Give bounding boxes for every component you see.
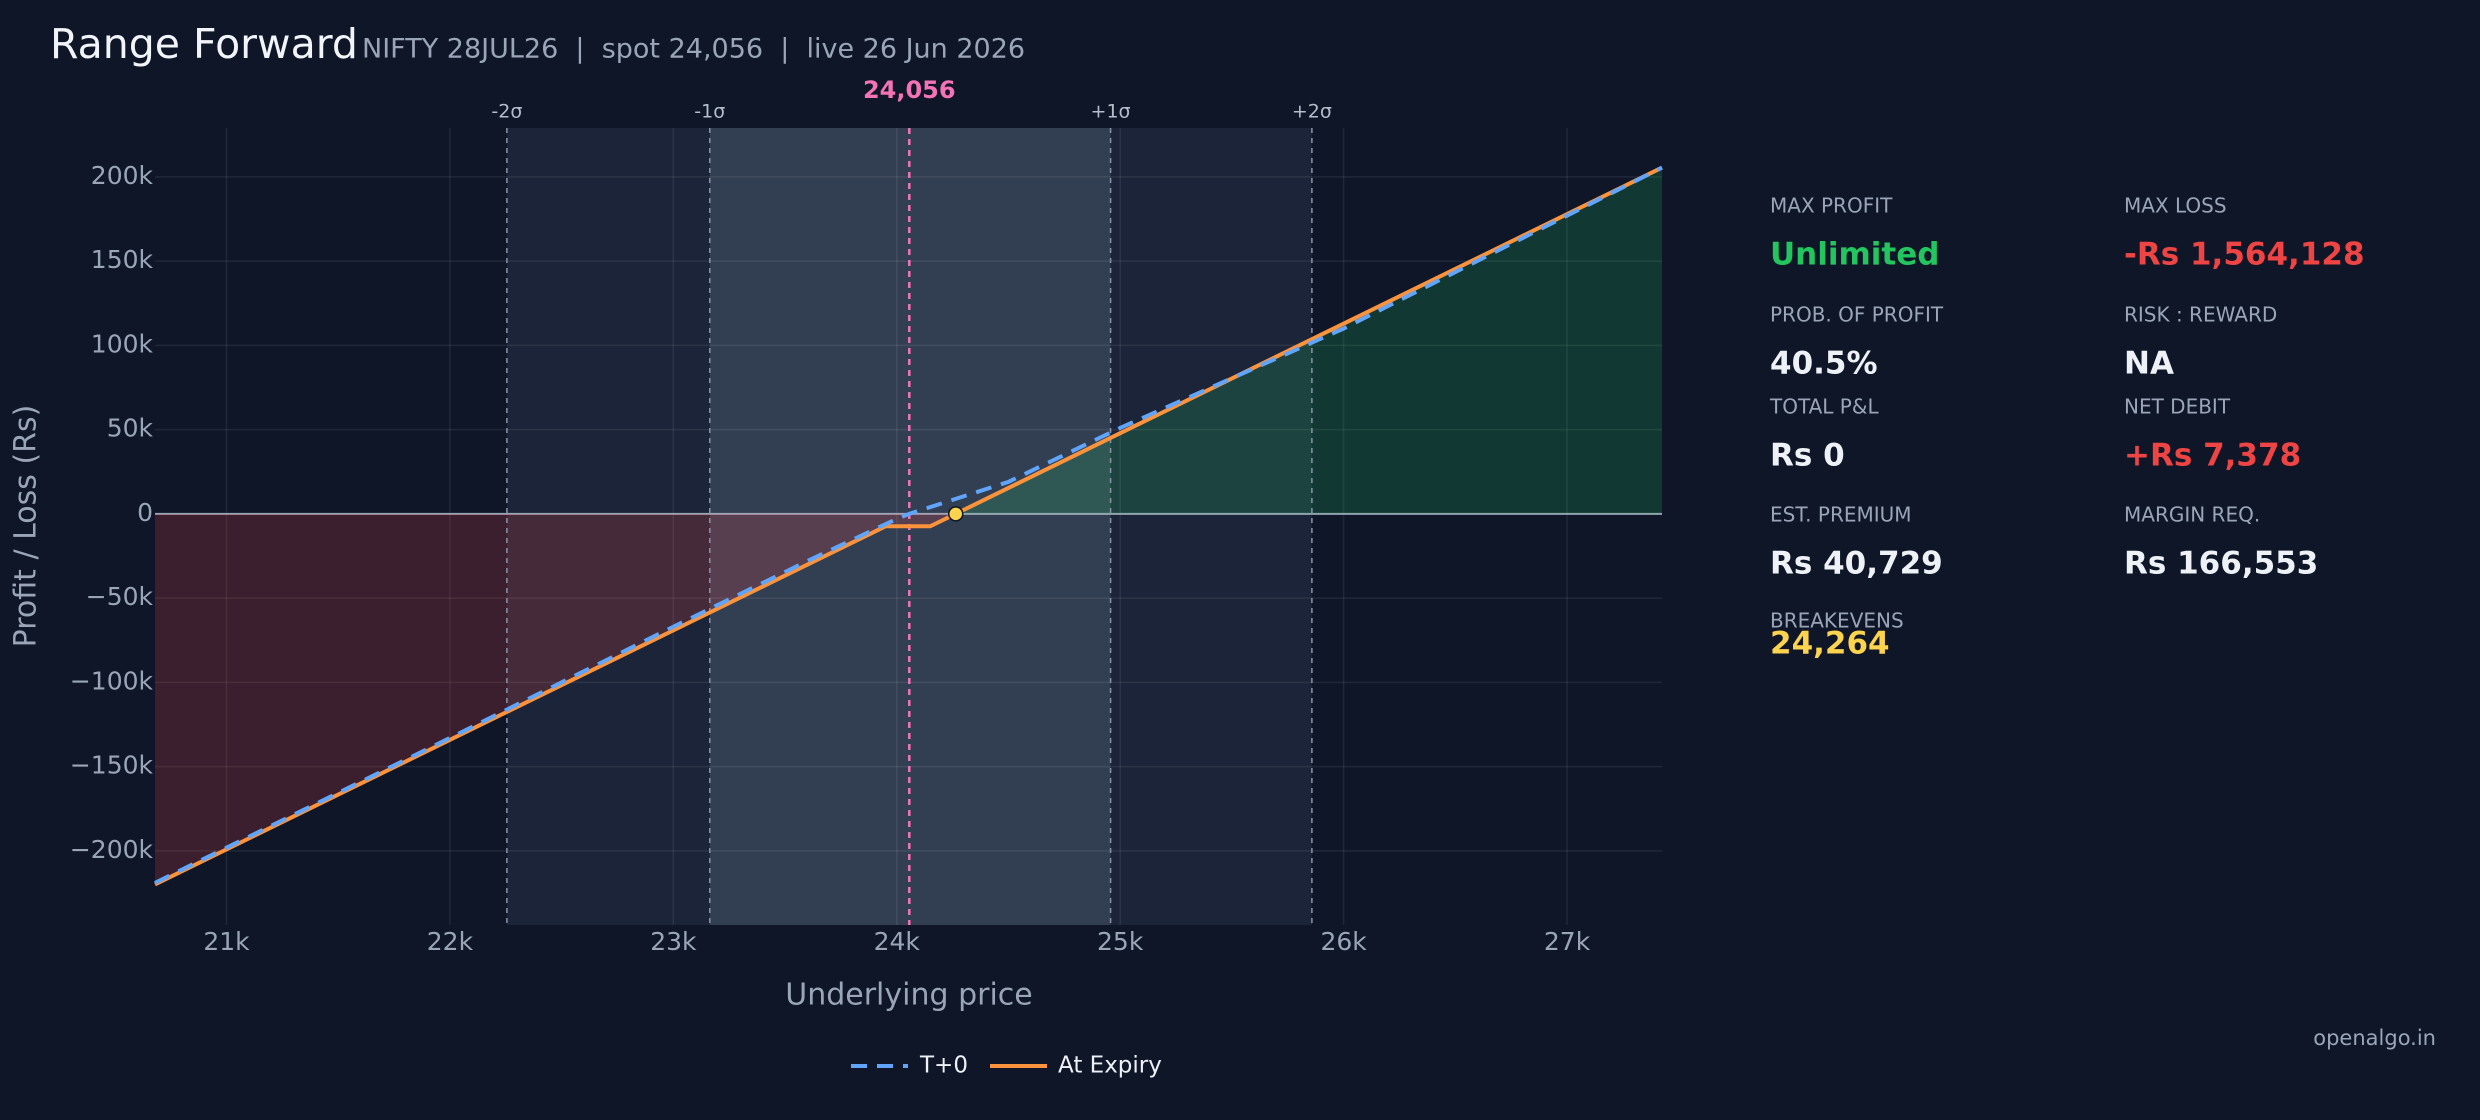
- footer: openalgo.in: [2313, 1026, 2436, 1050]
- stat-label: BREAKEVENS: [1770, 609, 1904, 633]
- legend-label: T+0: [919, 1053, 968, 1079]
- y-tick-label: 100k: [91, 329, 154, 358]
- y-tick-label: −50k: [86, 582, 154, 611]
- series-line: [154, 165, 1663, 885]
- stat-value: Rs 40,729: [1770, 546, 1943, 582]
- stat-label: MAX PROFIT: [1770, 194, 1893, 218]
- x-axis-title: Underlying price: [785, 978, 1033, 1013]
- subtitle: NIFTY 28JUL26 | spot 24,056 | live 26 Ju…: [362, 34, 1025, 65]
- stat-value: -Rs 1,564,128: [2124, 237, 2365, 273]
- y-axis-title: Profit / Loss (Rs): [9, 405, 44, 648]
- stat-label: MAX LOSS: [2124, 194, 2227, 218]
- x-tick-label: 27k: [1544, 927, 1591, 956]
- y-tick-label: −200k: [70, 835, 154, 864]
- stat-label: TOTAL P&L: [1769, 395, 1879, 419]
- stat-label: PROB. OF PROFIT: [1770, 303, 1944, 327]
- x-tick-label: 24k: [874, 927, 921, 956]
- spot-label: 24,056: [863, 76, 956, 104]
- stat-value: 24,264: [1770, 626, 1890, 662]
- stat-value: Unlimited: [1770, 237, 1939, 273]
- sigma-label: -2σ: [491, 101, 522, 123]
- x-tick-label: 23k: [650, 927, 697, 956]
- legend-label: At Expiry: [1058, 1053, 1162, 1079]
- y-tick-label: 200k: [91, 161, 154, 190]
- y-tick-label: 50k: [107, 414, 154, 443]
- stat-label: EST. PREMIUM: [1770, 503, 1912, 527]
- stat-value: NA: [2124, 346, 2174, 382]
- sigma-label: +1σ: [1091, 101, 1131, 123]
- stat-label: RISK : REWARD: [2124, 303, 2277, 327]
- x-tick-label: 25k: [1097, 927, 1144, 956]
- x-tick-label: 21k: [203, 927, 250, 956]
- sigma-label: +2σ: [1292, 101, 1332, 123]
- y-tick-label: −150k: [70, 751, 154, 780]
- x-tick-label: 26k: [1320, 927, 1367, 956]
- y-tick-label: 150k: [91, 245, 154, 274]
- title: Range Forward: [50, 20, 358, 68]
- y-tick-label: −100k: [70, 666, 154, 695]
- stat-label: NET DEBIT: [2124, 395, 2231, 419]
- profit-fill: [155, 167, 1662, 514]
- stat-value: Rs 166,553: [2124, 546, 2318, 582]
- sigma-label: -1σ: [694, 101, 725, 123]
- x-tick-label: 22k: [427, 927, 474, 956]
- loss-fill: [155, 513, 1662, 885]
- stat-value: +Rs 7,378: [2124, 438, 2301, 474]
- stat-label: MARGIN REQ.: [2124, 503, 2260, 527]
- breakeven-marker: [948, 506, 964, 522]
- y-tick-label: 0: [137, 498, 153, 527]
- stat-value: 40.5%: [1770, 346, 1878, 382]
- stat-value: Rs 0: [1770, 438, 1845, 474]
- series-line: [154, 165, 1663, 887]
